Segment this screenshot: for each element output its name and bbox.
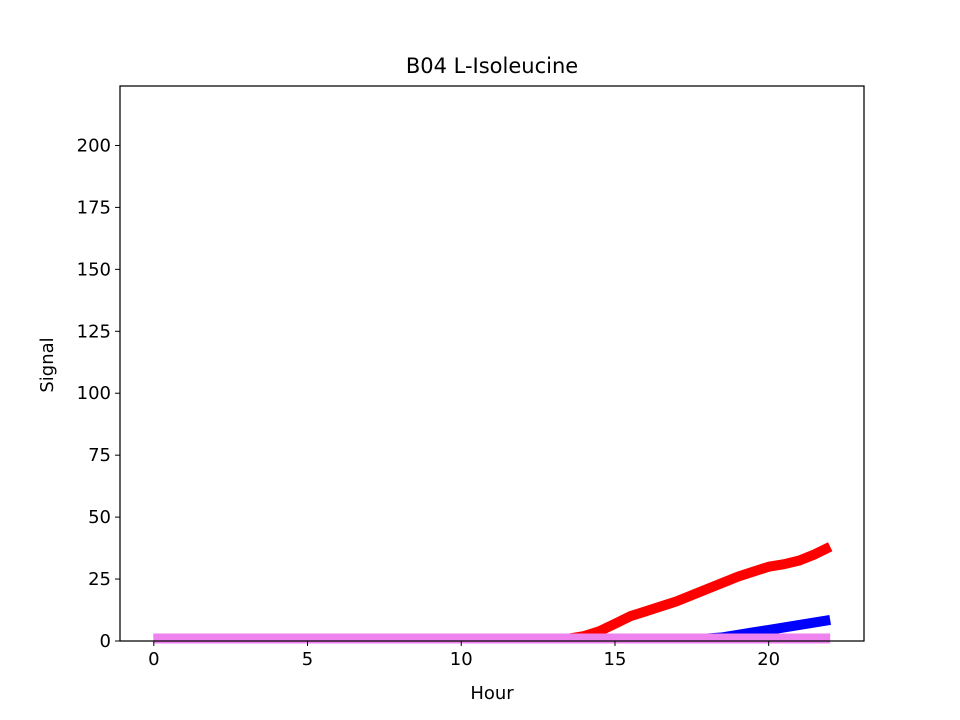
x-tick-label: 10: [450, 649, 473, 670]
x-tick-label: 15: [604, 649, 627, 670]
y-tick-label: 175: [77, 197, 111, 218]
y-tick-label: 0: [100, 631, 111, 652]
y-axis-label: Signal: [37, 337, 58, 392]
y-axis-ticks: 0 25 50 75 100 125 150 175 200: [77, 135, 120, 652]
y-tick-label: 125: [77, 321, 111, 342]
x-tick-label: 0: [148, 649, 159, 670]
x-axis-ticks: 0 5 10 15 20: [148, 641, 780, 670]
series-layer: [153, 542, 833, 644]
x-tick-label: 20: [757, 649, 780, 670]
y-tick-label: 100: [77, 383, 111, 404]
x-axis-label: Hour: [470, 683, 514, 704]
y-tick-label: 200: [77, 135, 111, 156]
y-tick-label: 50: [88, 507, 111, 528]
y-tick-label: 25: [88, 569, 111, 590]
plot-frame: [119, 85, 865, 642]
chart-title: B04 L-Isoleucine: [406, 54, 578, 78]
series-line-1: [153, 542, 833, 644]
x-tick-label: 5: [302, 649, 313, 670]
y-tick-label: 150: [77, 259, 111, 280]
y-tick-label: 75: [88, 445, 111, 466]
